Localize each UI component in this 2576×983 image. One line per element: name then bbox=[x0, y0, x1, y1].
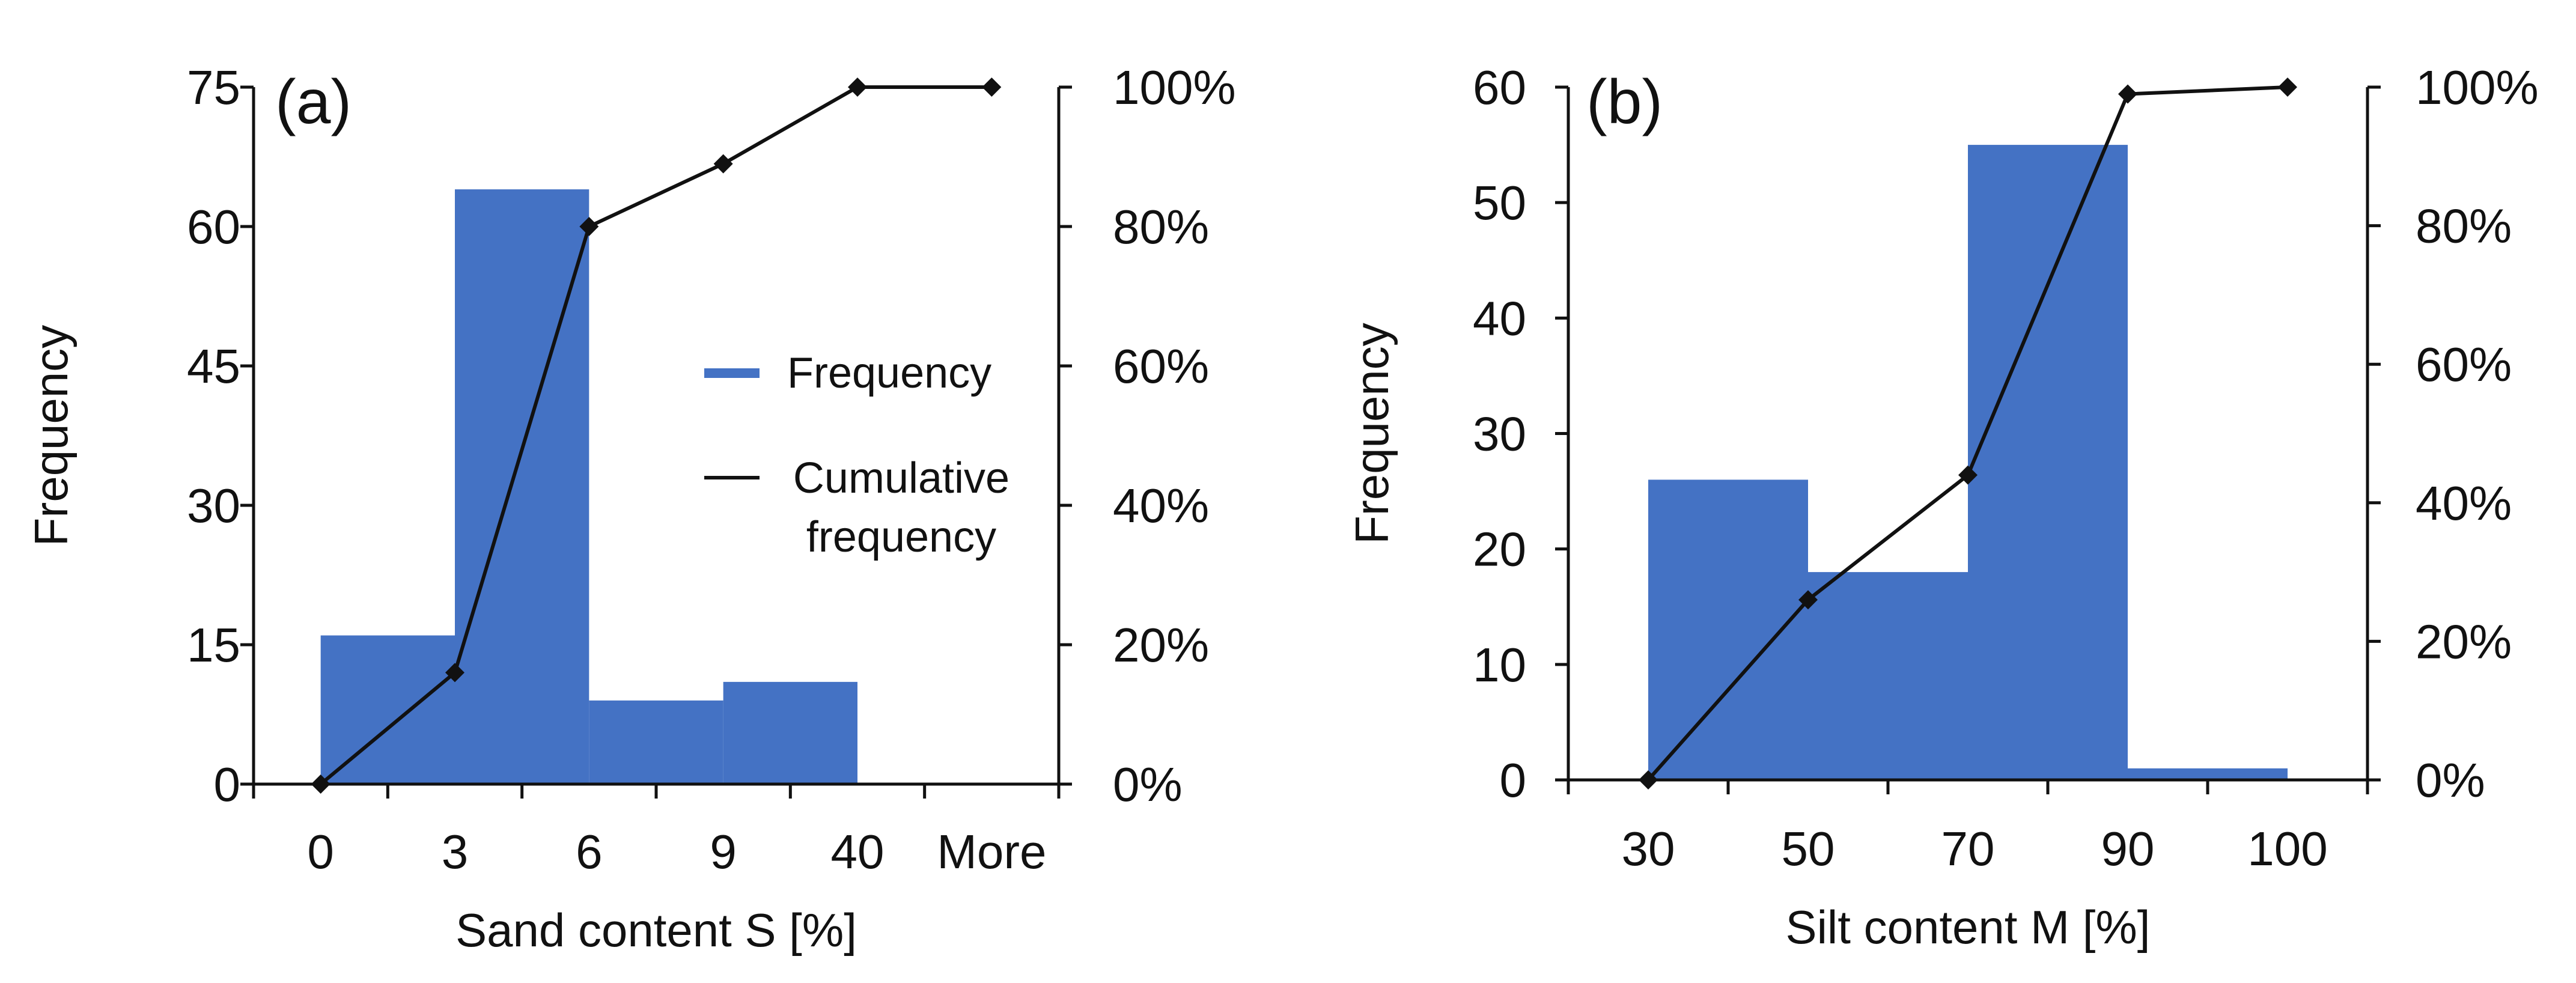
y-tick-label: 30 bbox=[187, 479, 240, 532]
bar bbox=[589, 700, 723, 784]
panel-label: (b) bbox=[1586, 67, 1663, 137]
cumulative-marker bbox=[445, 663, 464, 683]
y-tick-label: 30 bbox=[1473, 407, 1526, 461]
legend-label-frequency-word: frequency bbox=[806, 513, 996, 561]
y-tick-label: 60 bbox=[187, 200, 240, 254]
y-tick-label: 10 bbox=[1473, 638, 1526, 692]
bar bbox=[455, 189, 589, 785]
y-tick-label: 20 bbox=[1473, 523, 1526, 576]
y-tick-label: 75 bbox=[187, 61, 240, 114]
y2-tick-label: 60% bbox=[1113, 339, 1209, 393]
x-tick-label: 30 bbox=[1622, 822, 1675, 875]
y-tick-label: 0 bbox=[1500, 753, 1527, 807]
y-axis-title: Frequency bbox=[1345, 323, 1398, 544]
bar bbox=[320, 635, 455, 784]
y-tick-label: 0 bbox=[214, 758, 241, 811]
cumulative-marker bbox=[1958, 465, 1978, 485]
x-tick-label: 9 bbox=[710, 825, 737, 878]
legend-label-frequency: Frequency bbox=[787, 349, 991, 397]
x-tick-label: 3 bbox=[442, 825, 469, 878]
chart-panel-b: 0 10 20 30 40 50 60 0% 20% 40% 60% 80% 100% 30 50 70 90 1… bbox=[1345, 61, 2539, 954]
x-tick-label: 50 bbox=[1782, 822, 1835, 875]
legend-swatch-frequency bbox=[704, 368, 760, 378]
cumulative-line bbox=[319, 85, 992, 786]
panel-label: (a) bbox=[275, 67, 352, 137]
bar bbox=[1648, 479, 1808, 780]
x-axis-title: Silt content M [%] bbox=[1786, 901, 2151, 954]
y-tick-label: 15 bbox=[187, 618, 240, 672]
y2-tick-label: 100% bbox=[1113, 61, 1236, 114]
y2-tick-label: 20% bbox=[1113, 618, 1209, 672]
y-tick-label: 50 bbox=[1473, 176, 1526, 230]
bar bbox=[2128, 768, 2288, 780]
cumulative-marker bbox=[2118, 84, 2137, 104]
x-tick-label: 100 bbox=[2247, 822, 2327, 875]
x-axis-title: Sand content S [%] bbox=[455, 904, 857, 957]
x-tick-label: More bbox=[937, 825, 1046, 878]
cumulative-marker bbox=[1639, 770, 1658, 790]
cumulative-marker bbox=[311, 775, 330, 794]
chart-panel-a: 0 15 30 45 60 75 0% 20% 40% 60% 80% 100% 0 3 6 9 40 More F… bbox=[25, 61, 1236, 957]
cumulative-marker bbox=[1798, 590, 1818, 610]
legend: Frequency Cumulative frequency bbox=[704, 349, 1009, 561]
bar bbox=[1968, 145, 2128, 780]
y-axis-title: Frequency bbox=[25, 325, 78, 547]
legend-label-cumulative: Cumulative bbox=[793, 454, 1009, 502]
y-tick-label: 45 bbox=[187, 339, 240, 393]
cumulative-marker bbox=[579, 217, 599, 236]
y2-tick-label: 40% bbox=[2416, 476, 2512, 530]
cumulative-marker bbox=[2278, 78, 2297, 97]
x-tick-label: 6 bbox=[576, 825, 603, 878]
y2-tick-label: 0% bbox=[1113, 758, 1183, 811]
y2-tick-label: 100% bbox=[2416, 61, 2539, 114]
cumulative-marker bbox=[848, 78, 867, 97]
bar bbox=[1808, 572, 1968, 780]
cumulative-marker bbox=[982, 78, 1002, 97]
bar bbox=[723, 681, 857, 784]
y-tick-label: 40 bbox=[1473, 291, 1526, 345]
y2-tick-label: 80% bbox=[2416, 199, 2512, 253]
x-tick-label: 70 bbox=[1941, 822, 1995, 875]
y2-tick-label: 0% bbox=[2416, 753, 2485, 807]
y2-tick-label: 60% bbox=[2416, 338, 2512, 391]
y2-tick-label: 40% bbox=[1113, 479, 1209, 532]
x-tick-label: 0 bbox=[307, 825, 334, 878]
y2-tick-label: 80% bbox=[1113, 200, 1209, 254]
y2-tick-label: 20% bbox=[2416, 615, 2512, 668]
cumulative-marker bbox=[713, 154, 733, 174]
x-tick-label: 40 bbox=[831, 825, 885, 878]
y-tick-label: 60 bbox=[1473, 61, 1526, 114]
x-tick-label: 90 bbox=[2101, 822, 2155, 875]
